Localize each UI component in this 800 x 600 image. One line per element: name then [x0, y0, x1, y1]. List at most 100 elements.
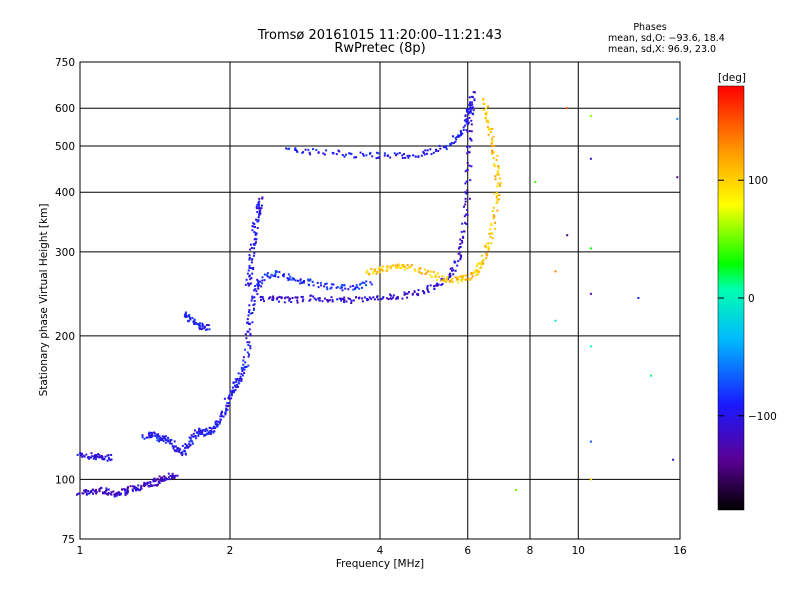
data-point [228, 398, 231, 400]
data-point [198, 427, 201, 430]
data-point [437, 275, 440, 278]
data-point [493, 192, 496, 195]
data-point [469, 109, 472, 112]
data-point [199, 429, 202, 432]
data-point [188, 440, 191, 443]
data-point [496, 154, 499, 157]
data-point [199, 432, 201, 435]
data-point [124, 492, 127, 495]
data-point [426, 288, 429, 291]
data-point [465, 213, 467, 216]
data-point [470, 165, 473, 168]
data-point [288, 297, 291, 300]
data-point [457, 135, 460, 138]
data-point [356, 286, 359, 289]
data-point [171, 472, 174, 475]
data-point [188, 315, 191, 318]
data-point [424, 149, 427, 152]
data-point [459, 238, 462, 241]
data-point [390, 265, 393, 268]
data-point [201, 429, 204, 432]
data-point [255, 205, 258, 208]
data-point [148, 431, 151, 434]
data-point [446, 276, 449, 278]
data-point [164, 437, 166, 440]
data-point [294, 149, 297, 151]
data-point [252, 222, 255, 225]
data-point [189, 437, 192, 440]
data-point [199, 322, 201, 325]
data-point [352, 288, 355, 291]
data-point [97, 453, 100, 455]
data-point [296, 299, 299, 302]
data-point [492, 206, 495, 209]
data-point [466, 209, 469, 211]
legend-title: Phases [633, 22, 666, 33]
data-point [493, 163, 495, 166]
colorbar-tick-label: 100 [748, 175, 768, 187]
data-point [459, 130, 462, 132]
data-point [142, 483, 145, 486]
data-point [216, 425, 219, 428]
data-point [167, 436, 170, 439]
data-point [466, 119, 469, 122]
data-point [419, 272, 422, 274]
data-point [326, 286, 328, 289]
data-point [292, 278, 295, 281]
data-point [454, 136, 457, 139]
data-point [465, 274, 468, 277]
data-point [467, 121, 470, 124]
data-point [124, 494, 127, 497]
data-point [406, 267, 409, 270]
data-point [417, 268, 420, 271]
data-point [255, 290, 258, 293]
data-point [95, 488, 98, 491]
data-point [489, 131, 492, 134]
data-point [437, 150, 440, 152]
data-point [164, 476, 167, 479]
data-point [144, 482, 147, 485]
data-point [104, 491, 106, 493]
data-point [203, 428, 206, 431]
data-point [433, 288, 436, 291]
data-point [486, 125, 489, 128]
data-point [242, 356, 245, 359]
data-point [461, 277, 463, 280]
data-point [102, 492, 105, 495]
data-point [153, 480, 156, 483]
data-point [201, 325, 204, 328]
data-point [491, 151, 494, 154]
data-point [355, 296, 358, 299]
data-point [469, 138, 472, 141]
data-point [386, 297, 389, 300]
data-point [485, 117, 487, 120]
data-point [261, 296, 264, 299]
data-point [390, 294, 393, 297]
data-point [449, 274, 452, 277]
data-point [451, 277, 454, 280]
data-point [174, 474, 177, 477]
data-point [307, 148, 310, 151]
data-point [234, 381, 237, 384]
data-point [100, 454, 103, 457]
data-point [348, 298, 351, 300]
data-point [263, 273, 266, 276]
data-point [451, 269, 453, 272]
data-point [237, 372, 240, 375]
data-point [225, 407, 228, 410]
chart-title: Tromsø 20161015 11:20:00–11:21:43 [257, 28, 502, 43]
data-point [391, 264, 394, 267]
data-point [83, 455, 86, 458]
data-point [325, 149, 328, 152]
data-point [421, 272, 423, 275]
data-point [423, 292, 426, 295]
data-point [235, 379, 238, 381]
data-point [242, 363, 245, 366]
data-point [479, 267, 482, 270]
data-point [496, 170, 499, 173]
data-point [266, 275, 269, 278]
data-point [135, 489, 137, 492]
x-tick-label: 1 [77, 545, 84, 557]
data-point [266, 272, 269, 275]
data-point [377, 156, 380, 159]
